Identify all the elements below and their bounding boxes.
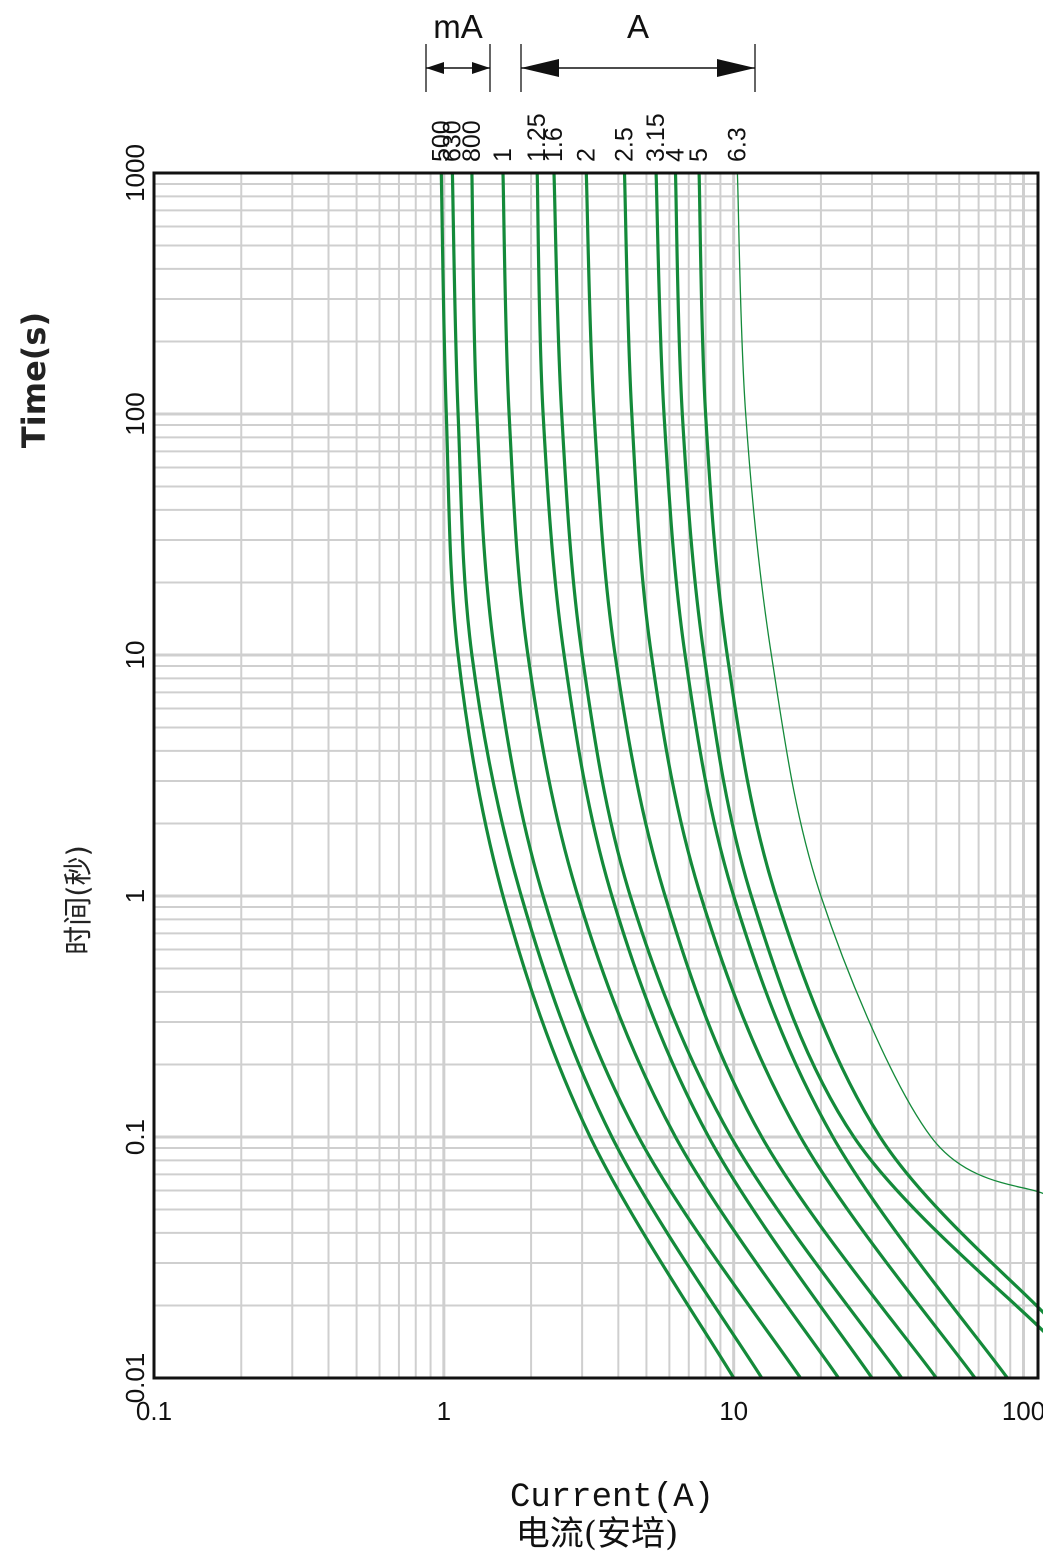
y-tick-label: 0.01 bbox=[120, 1353, 150, 1404]
x-axis-label: Current(A) bbox=[510, 1479, 714, 1517]
plot-frame bbox=[152, 171, 1040, 1380]
curve-1_25 bbox=[535, 172, 874, 1379]
rating-label-3_15: 3.15 bbox=[642, 113, 670, 162]
rating-label-800: 800 bbox=[458, 120, 486, 162]
rating-label-500: 500 bbox=[427, 120, 455, 162]
rating-label-1_25: 1.25 bbox=[523, 113, 551, 162]
curve-4 bbox=[673, 172, 1043, 1334]
y-tick-label: 1 bbox=[120, 889, 150, 903]
rating-label-6_3: 6.3 bbox=[723, 127, 751, 162]
y-tick-label: 1000 bbox=[120, 144, 150, 202]
curve-6_3 bbox=[736, 172, 1043, 1195]
y-tick-label: 100 bbox=[120, 392, 150, 435]
arrow-left bbox=[521, 59, 559, 77]
rating-label-5: 5 bbox=[685, 148, 713, 162]
x-tick-label: 10 bbox=[719, 1396, 748, 1426]
x-axis-label-cn: 电流(安培) bbox=[516, 1514, 679, 1551]
rating-label-4: 4 bbox=[662, 148, 690, 162]
unit-bracket-A: A bbox=[520, 8, 756, 92]
arrow-left bbox=[426, 62, 444, 74]
y-axis-label-cn: 时间(秒) bbox=[61, 845, 95, 955]
x-tick-label: 1 bbox=[437, 1396, 451, 1426]
y-tick-labels: 0.01 0.1 1 10 100 1000 bbox=[120, 144, 150, 1403]
curve-500 bbox=[439, 172, 736, 1379]
y-axis-label: Time(s) bbox=[15, 312, 53, 448]
unit-label-mA: mA bbox=[433, 8, 483, 45]
unit-bracket-mA: mA bbox=[425, 8, 491, 92]
rating-label-630: 630 bbox=[438, 120, 466, 162]
curve-5 bbox=[697, 172, 1043, 1315]
x-tick-label: 100 bbox=[1002, 1396, 1043, 1426]
y-tick-label: 10 bbox=[120, 641, 150, 670]
arrow-right bbox=[472, 62, 490, 74]
curve-1 bbox=[501, 172, 840, 1379]
rating-label-1_6: 1.6 bbox=[540, 127, 568, 162]
y-tick-label: 0.1 bbox=[120, 1119, 150, 1155]
grid bbox=[152, 171, 1038, 1380]
curve-630 bbox=[450, 172, 764, 1379]
unit-brackets: mA A bbox=[425, 8, 756, 92]
curves bbox=[439, 172, 1043, 1379]
curve-3_15 bbox=[654, 172, 1009, 1379]
rating-label-2: 2 bbox=[572, 148, 600, 162]
rating-label-1: 1 bbox=[489, 148, 517, 162]
arrow-right bbox=[717, 59, 755, 77]
x-tick-labels: 0.1 1 10 100 bbox=[136, 1396, 1043, 1426]
curve-2 bbox=[584, 172, 938, 1379]
curve-2_5 bbox=[622, 172, 977, 1379]
curve-1_6 bbox=[552, 172, 904, 1379]
rating-label-2_5: 2.5 bbox=[610, 127, 638, 162]
unit-label-A: A bbox=[627, 8, 649, 45]
curve-800 bbox=[470, 172, 802, 1379]
x-tick-label: 0.1 bbox=[136, 1396, 172, 1426]
